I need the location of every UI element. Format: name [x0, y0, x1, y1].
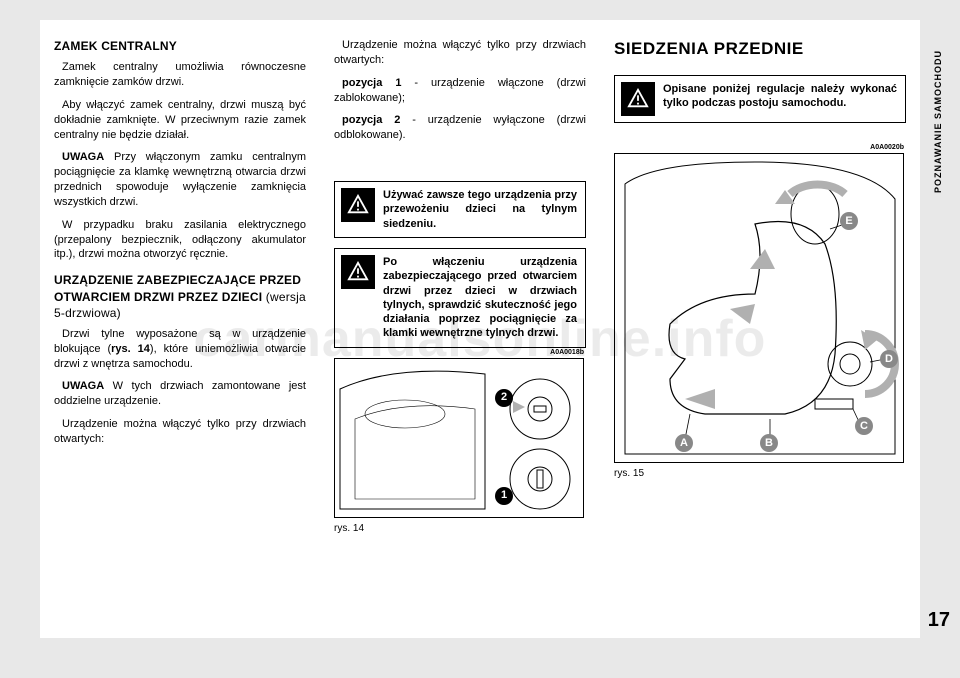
text: pozycja 2 - urządzenie wyłączone (drzwi … — [334, 113, 586, 143]
label-pozycja1: pozycja 1 — [342, 77, 401, 89]
warning-text: Opisane poniżej regulacje należy wykonać… — [663, 82, 897, 111]
badge-B: B — [760, 434, 778, 452]
figure-15: A B C D E — [614, 153, 904, 463]
label-pozycja2: pozycja 2 — [342, 114, 400, 126]
figure-caption: rys. 14 — [334, 522, 586, 536]
column-1: ZAMEK CENTRALNY Zamek centralny umożliwi… — [40, 20, 320, 638]
heading-zamek: ZAMEK CENTRALNY — [54, 38, 306, 54]
warning-text: Używać zawsze tego urządzenia przy przew… — [383, 188, 577, 231]
badge-C: C — [855, 417, 873, 435]
figure-caption: rys. 15 — [614, 467, 906, 481]
text: pozycja 1 - urządzenie włączone (drzwi z… — [334, 76, 586, 106]
sidebar: POZNAWANIE SAMOCHODU — [920, 20, 956, 638]
text: UWAGA W tych drzwiach zamontowane jest o… — [54, 379, 306, 409]
badge-1: 1 — [495, 487, 513, 505]
warning-icon — [341, 188, 375, 222]
warning-box-1: Używać zawsze tego urządzenia przy przew… — [334, 181, 586, 238]
ref-fig14: rys. 14 — [111, 343, 150, 355]
figure-14: 2 1 — [334, 358, 584, 518]
column-3: SIEDZENIA PRZEDNIE Opisane poniżej regul… — [600, 20, 920, 638]
badge-2: 2 — [495, 389, 513, 407]
sidebar-label: POZNAWANIE SAMOCHODU — [933, 50, 943, 193]
text: Urządzenie można włączyć tylko przy drzw… — [54, 417, 306, 447]
heading-siedzenia: SIEDZENIA PRZEDNIE — [614, 38, 906, 61]
figure-15-wrap: A0A0020b — [614, 153, 906, 481]
label-uwaga: UWAGA — [62, 380, 104, 392]
badge-E: E — [840, 212, 858, 230]
text: Urządzenie można włączyć tylko przy drzw… — [334, 38, 586, 68]
page-number: 17 — [928, 609, 950, 632]
warning-box-3: Opisane poniżej regulacje należy wykonać… — [614, 75, 906, 123]
text: Zamek centralny umożliwia równoczesne za… — [54, 60, 306, 90]
text: W przypadku braku zasilania elektryczneg… — [54, 218, 306, 263]
text: UWAGA Przy włączonym zamku centralnym po… — [54, 150, 306, 209]
badge-D: D — [880, 350, 898, 368]
text: Aby włączyć zamek centralny, drzwi muszą… — [54, 98, 306, 143]
column-2: Urządzenie można włączyć tylko przy drzw… — [320, 20, 600, 638]
figure-code: A0A0018b — [550, 348, 584, 357]
label-uwaga: UWAGA — [62, 151, 104, 163]
warning-text: Po włączeniu urządzenia zabezpieczająceg… — [383, 255, 577, 341]
manual-page: ZAMEK CENTRALNY Zamek centralny umożliwi… — [40, 20, 920, 638]
figure-code: A0A0020b — [870, 143, 904, 152]
warning-box-2: Po włączeniu urządzenia zabezpieczająceg… — [334, 248, 586, 348]
text: Drzwi tylne wyposażone są w urządzenie b… — [54, 327, 306, 372]
warning-icon — [621, 82, 655, 116]
figure-14-wrap: A0A0018b 2 1 r — [334, 358, 586, 536]
heading-urzadzenie: URZĄDZENIE ZABEZPIECZAJĄCE PRZED OTWARCI… — [54, 272, 306, 321]
warning-icon — [341, 255, 375, 289]
badge-A: A — [675, 434, 693, 452]
